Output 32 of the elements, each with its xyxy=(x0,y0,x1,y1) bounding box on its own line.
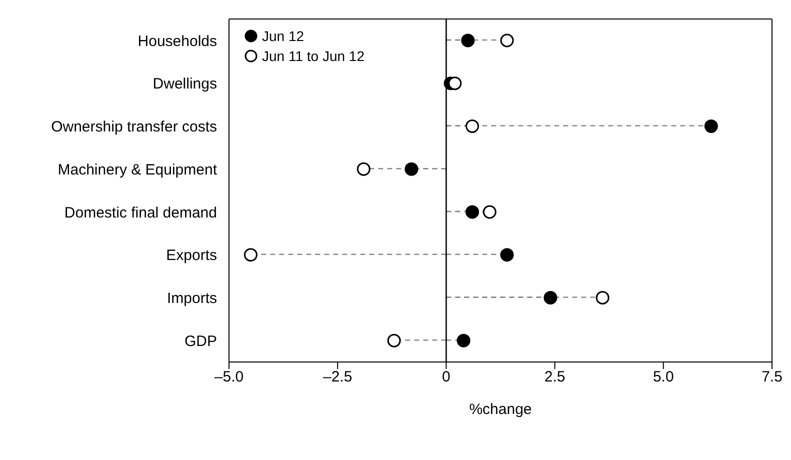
point xyxy=(356,162,370,176)
point xyxy=(456,334,470,348)
x-tick-label: 5.0 xyxy=(652,368,674,386)
y-tick-label: Machinery & Equipment xyxy=(58,161,218,178)
point xyxy=(244,248,258,262)
point xyxy=(461,34,475,48)
x-tick-label: 0 xyxy=(442,368,450,386)
point xyxy=(448,76,462,90)
x-tick-label: 2.5 xyxy=(544,368,566,386)
x-tick-label: –2.5 xyxy=(323,368,352,386)
point xyxy=(482,205,496,219)
x-tick-label: –5.0 xyxy=(214,368,244,386)
x-tick-label: 7.5 xyxy=(762,368,782,386)
point xyxy=(404,162,418,176)
point xyxy=(500,248,514,262)
legend-label: Jun 11 to Jun 12 xyxy=(262,47,364,66)
y-tick-label: Domestic final demand xyxy=(64,204,217,222)
y-tick-label: Households xyxy=(138,32,217,50)
point xyxy=(466,205,480,219)
point xyxy=(466,119,480,133)
x-axis-title: %change xyxy=(469,401,532,418)
point xyxy=(544,290,558,304)
legend-label: Jun 12 xyxy=(262,27,304,46)
point xyxy=(704,119,718,133)
point xyxy=(500,34,514,48)
y-tick-label: Dwellings xyxy=(152,76,217,93)
y-tick-label: GDP xyxy=(184,332,217,350)
y-tick-label: Exports xyxy=(166,247,217,264)
point xyxy=(387,334,401,348)
point xyxy=(596,290,610,304)
y-tick-label: Imports xyxy=(166,290,217,308)
y-tick-label: Ownership transfer costs xyxy=(51,118,217,136)
